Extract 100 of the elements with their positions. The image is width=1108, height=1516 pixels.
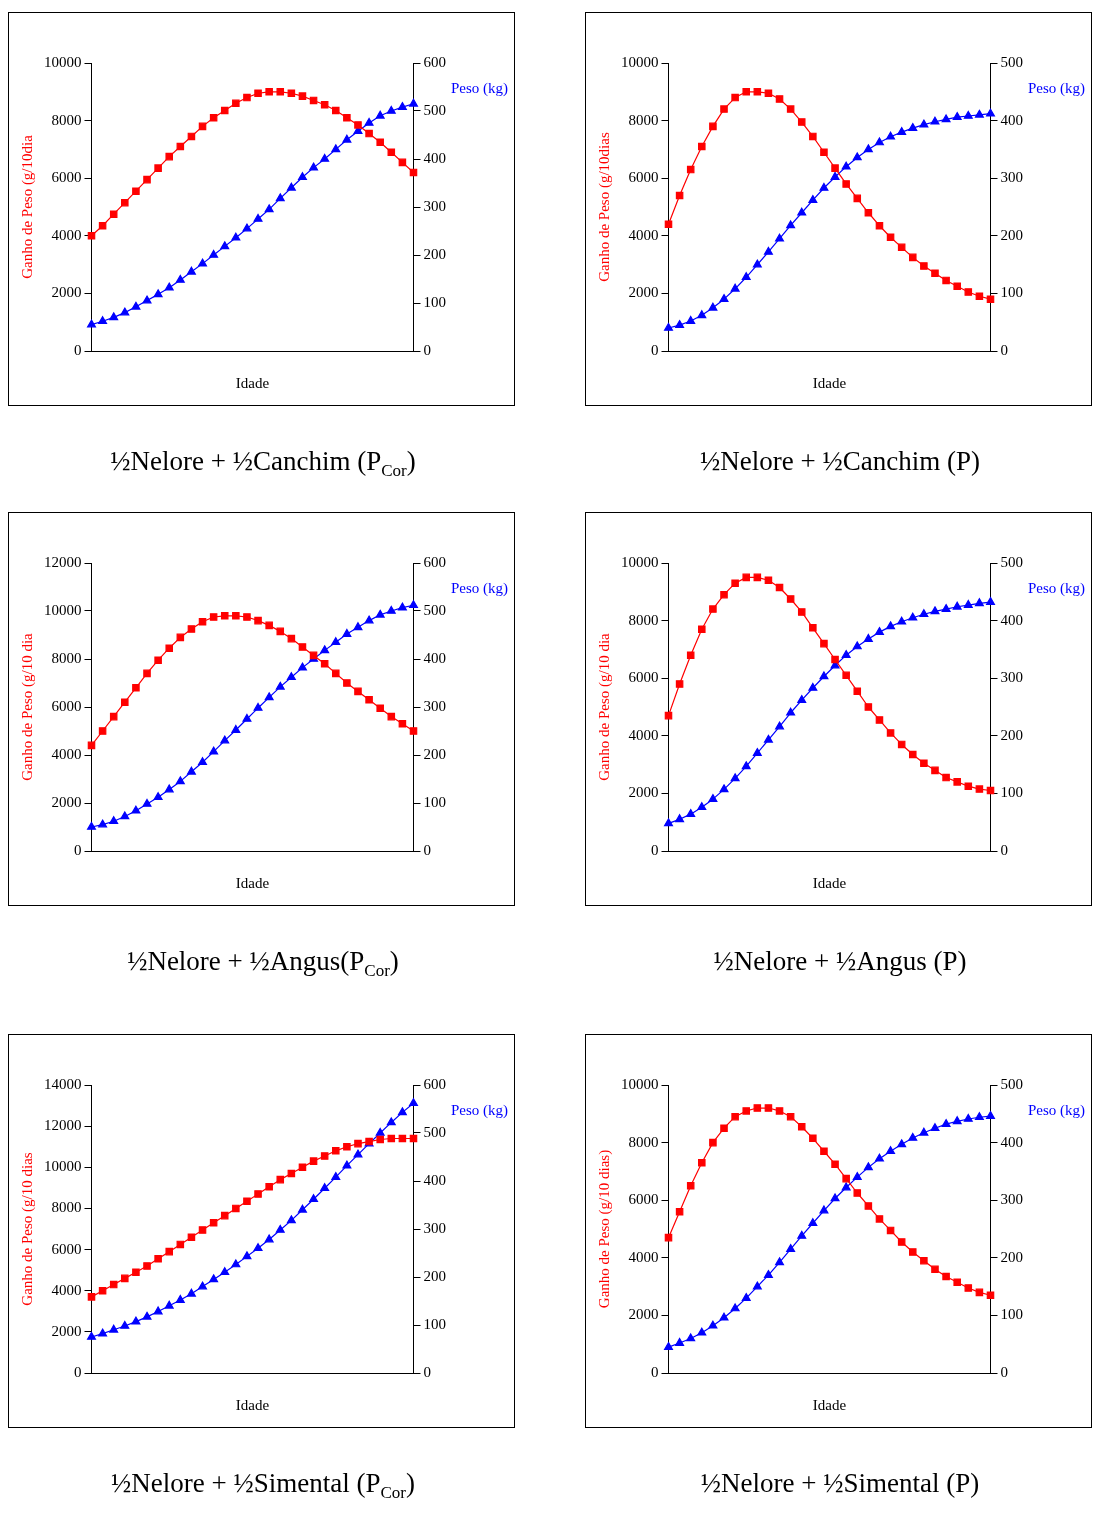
y2-tick-label: 200 [1000,726,1023,743]
y-axis-title: Ganho de Peso (g/10dias [595,132,613,282]
y2-tick-label: 100 [423,293,446,310]
y-tick-label: 6000 [51,697,82,714]
y2-tick-label: 500 [1000,53,1023,70]
y2-tick-label: 500 [423,601,446,618]
y-tick-label: 4000 [51,1281,82,1298]
y-tick-label: 6000 [628,1191,659,1208]
y2-tick-label: 200 [423,245,446,262]
y-tick-label: 4000 [628,1248,659,1265]
x-axis-title: Idade [235,374,270,391]
y2-tick-label: 200 [423,745,446,762]
y-tick-label: 8000 [51,1199,82,1216]
y2-tick-label: 100 [1000,784,1023,801]
y2-tick-label: 100 [1000,1306,1023,1323]
y-tick-label: 8000 [628,611,659,628]
y-tick-label: 0 [651,841,659,858]
y2-tick-label: 400 [423,149,446,166]
y-tick-label: 0 [74,341,82,358]
y-tick-label: 10000 [621,1075,659,1092]
y2-axis-title: Peso (kg) [451,79,509,97]
y-tick-label: 0 [74,1363,82,1380]
y-axis-title: Ganho de Peso (g/10 dia [18,632,36,781]
y2-tick-label: 0 [1000,1363,1008,1380]
y-tick-label: 2000 [628,784,659,801]
y2-tick-label: 600 [423,553,446,570]
y2-axis-title: Peso (kg) [1028,1101,1086,1119]
y-tick-label: 10000 [621,53,659,70]
y-tick-label: 4000 [51,745,82,762]
x-axis-title: Idade [235,1396,270,1413]
y2-tick-label: 0 [423,1363,431,1380]
y2-tick-label: 400 [423,649,446,666]
x-axis-title: Idade [812,874,847,891]
y-tick-label: 8000 [51,111,82,128]
y2-tick-label: 100 [423,793,446,810]
y2-tick-label: 200 [1000,1248,1023,1265]
y2-tick-label: 500 [423,101,446,118]
y2-tick-label: 0 [423,341,431,358]
y-tick-label: 6000 [628,669,659,686]
y2-tick-label: 500 [1000,1075,1023,1092]
y-tick-label: 6000 [51,169,82,186]
y2-axis-title: Peso (kg) [451,579,509,597]
y-tick-label: 2000 [51,284,82,301]
y-tick-label: 8000 [628,111,659,128]
y-tick-label: 12000 [44,553,82,570]
y2-tick-label: 300 [1000,169,1023,186]
y-tick-label: 0 [651,341,659,358]
y-tick-label: 2000 [628,284,659,301]
y2-tick-label: 400 [1000,1133,1023,1150]
y2-tick-label: 300 [1000,669,1023,686]
y-axis-title: Ganho de Peso (g/10dia [18,134,36,279]
y2-tick-label: 600 [423,1075,446,1092]
y-tick-label: 10000 [44,601,82,618]
text: ½Nelore + ½Simental (P$_{Cor}$) [110,1468,416,1504]
y-tick-label: 0 [651,1363,659,1380]
y-tick-label: 10000 [621,553,659,570]
y2-tick-label: 100 [1000,284,1023,301]
y2-tick-label: 300 [423,197,446,214]
y2-tick-label: 200 [423,1267,446,1284]
y-tick-label: 2000 [51,1322,82,1339]
y-tick-label: 0 [74,841,82,858]
y2-tick-label: 500 [1000,553,1023,570]
y-tick-label: 2000 [628,1306,659,1323]
x-axis-title: Idade [812,374,847,391]
y-tick-label: 4000 [51,226,82,243]
y-axis-title: Ganho de Peso (g/10 dia [595,632,613,781]
y-axis-title: Ganho de Peso (g/10 dias) [595,1149,613,1309]
y-tick-label: 4000 [628,726,659,743]
y2-tick-label: 0 [423,841,431,858]
y-tick-label: 8000 [628,1133,659,1150]
y-tick-label: 4000 [628,226,659,243]
y-tick-label: 8000 [51,649,82,666]
y-tick-label: 2000 [51,793,82,810]
text: ½Nelore + ½Simental (P) [699,1468,981,1499]
y2-tick-label: 600 [423,53,446,70]
y2-tick-label: 0 [1000,841,1008,858]
y2-tick-label: 400 [1000,111,1023,128]
y2-tick-label: 300 [1000,1191,1023,1208]
y-tick-label: 12000 [44,1117,82,1134]
y-tick-label: 10000 [44,53,82,70]
text: ½Nelore + ½Canchim (P$_{Cor}$) [109,446,417,482]
y-tick-label: 14000 [44,1075,82,1092]
y-tick-label: 6000 [628,169,659,186]
y2-tick-label: 500 [423,1123,446,1140]
y2-tick-label: 300 [423,1219,446,1236]
y2-tick-label: 400 [1000,611,1023,628]
y2-tick-label: 200 [1000,226,1023,243]
x-axis-title: Idade [812,1396,847,1413]
y-axis-title: Ganho de Peso (g/10 dias [18,1152,36,1306]
y2-tick-label: 300 [423,697,446,714]
y2-tick-label: 400 [423,1171,446,1188]
y2-tick-label: 0 [1000,341,1008,358]
y2-axis-title: Peso (kg) [1028,79,1086,97]
x-axis-title: Idade [235,874,270,891]
y2-tick-label: 100 [423,1315,446,1332]
y2-axis-title: Peso (kg) [1028,579,1086,597]
y-tick-label: 6000 [51,1240,82,1257]
y-tick-label: 10000 [44,1158,82,1175]
y2-axis-title: Peso (kg) [451,1101,509,1119]
text: ½Nelore + ½Angus(P$_{Cor}$) [126,946,400,982]
